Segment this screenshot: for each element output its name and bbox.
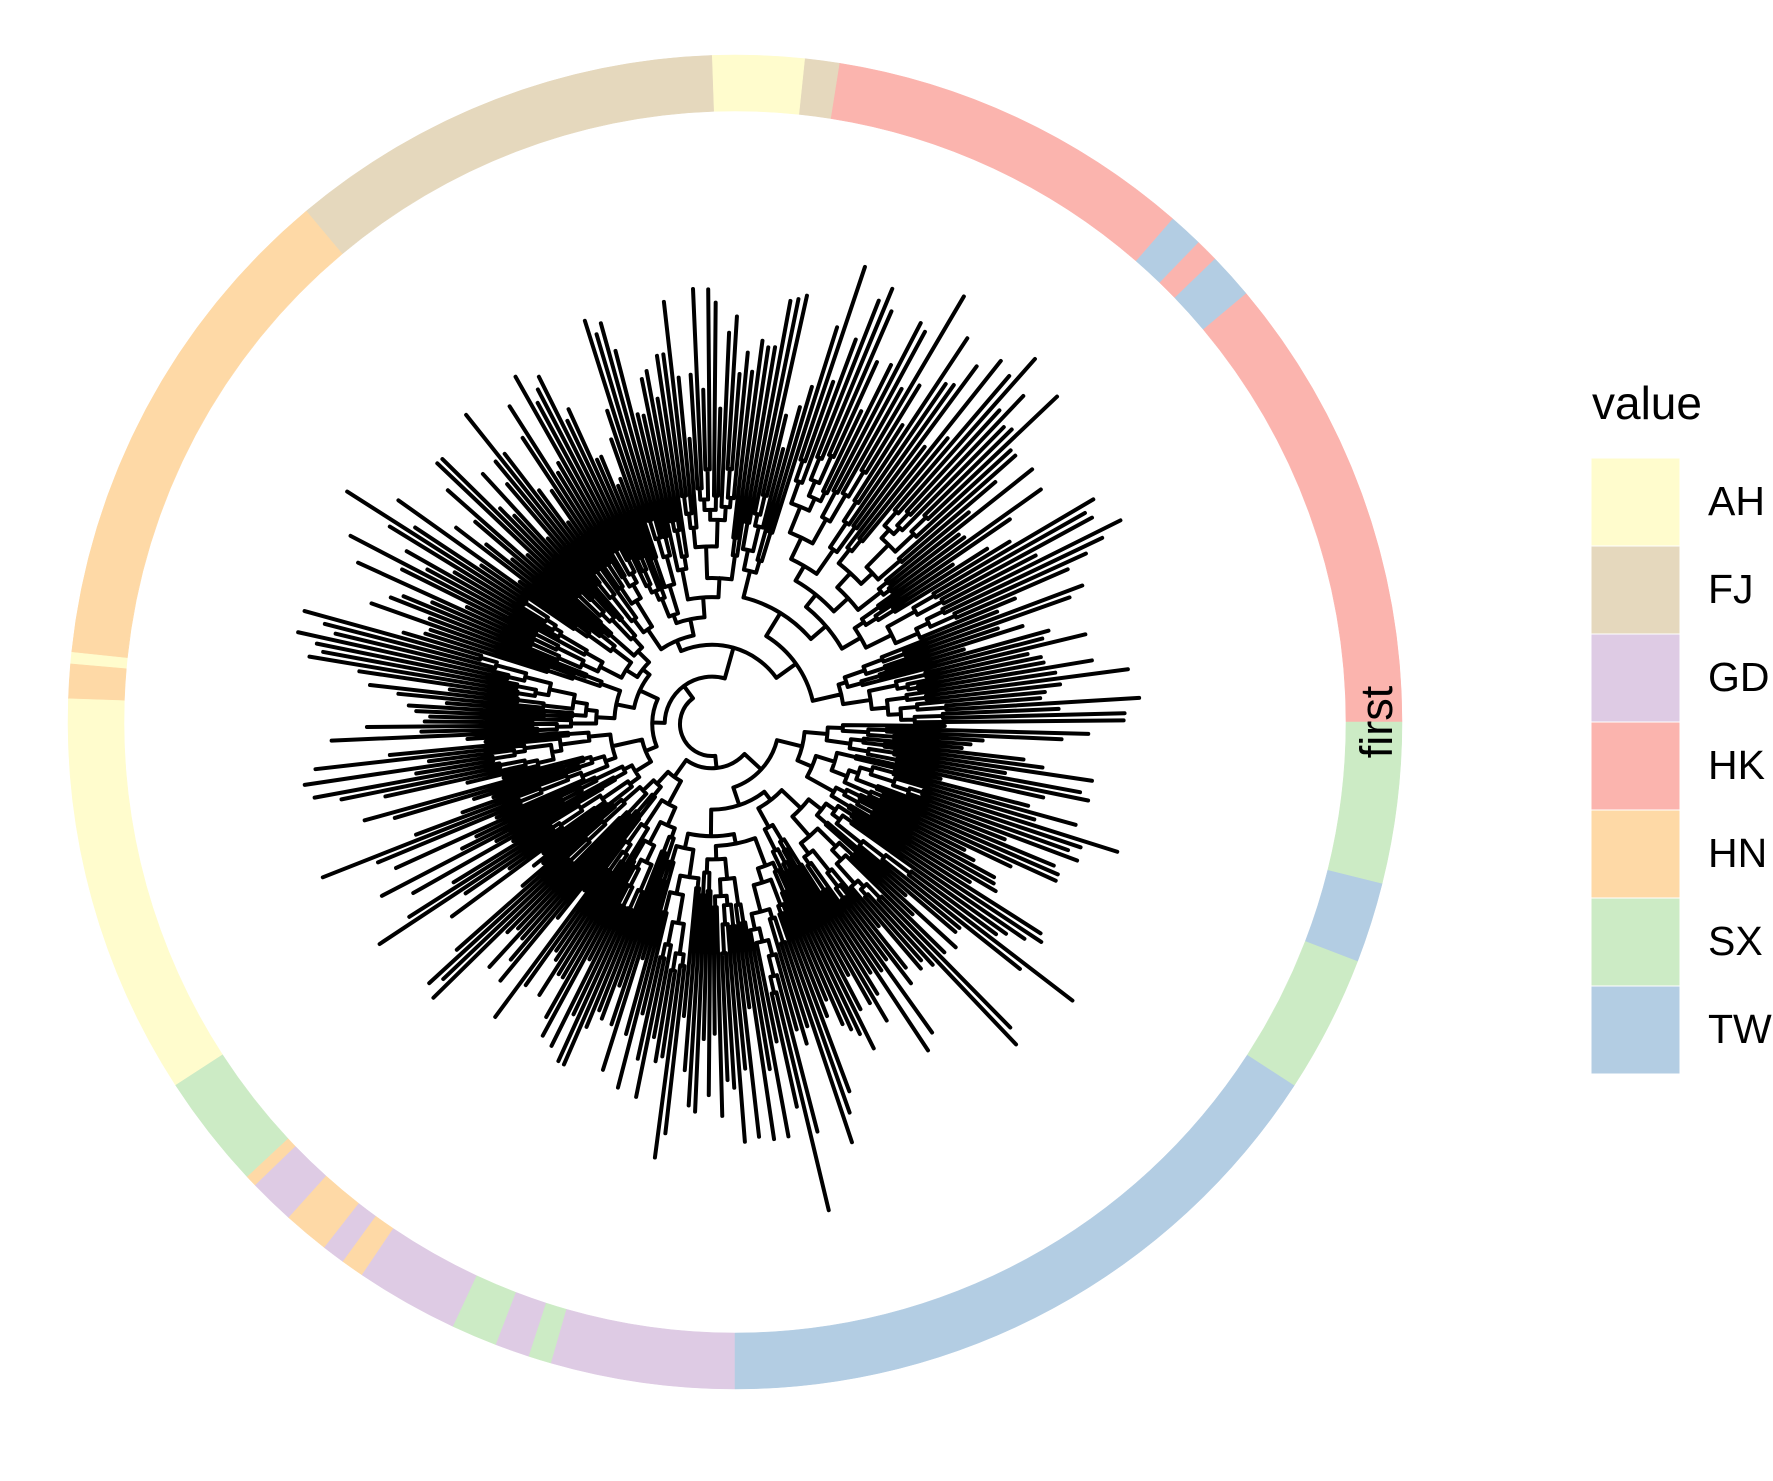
legend-key [1590, 721, 1681, 811]
ring-segment [71, 210, 343, 659]
heatmap-label: first [1351, 685, 1402, 758]
legend-key [1590, 897, 1681, 987]
legend-key [1590, 809, 1681, 899]
legend-label: HN [1708, 830, 1767, 876]
ring-segment [1247, 940, 1359, 1086]
ring-segment [305, 55, 714, 255]
ring-segment [734, 1054, 1295, 1390]
ring-segment [711, 54, 805, 115]
legend-label: SX [1708, 918, 1763, 964]
legend-label: TW [1708, 1006, 1772, 1052]
legend-key [1590, 545, 1681, 635]
legend-label: GD [1708, 654, 1770, 700]
legend-key [1590, 633, 1681, 723]
legend-title: value [1592, 377, 1702, 429]
legend-key [1590, 457, 1681, 547]
legend-label: HK [1708, 742, 1765, 788]
ring-segment [1327, 721, 1403, 884]
legend-label: AH [1708, 478, 1765, 524]
legend-label: FJ [1708, 566, 1754, 612]
legend-key [1590, 985, 1681, 1075]
ring-segment [830, 62, 1173, 262]
heatmap-ring [67, 54, 1403, 1390]
tree [296, 264, 1142, 1213]
legend: AH FJ GD HK HN SX TW [1590, 457, 1772, 1075]
ring-segment [68, 663, 127, 701]
ring-segment [67, 698, 223, 1086]
tree-branches [296, 264, 1142, 1213]
ring-segment [550, 1309, 736, 1390]
ring-segment [1202, 292, 1403, 723]
